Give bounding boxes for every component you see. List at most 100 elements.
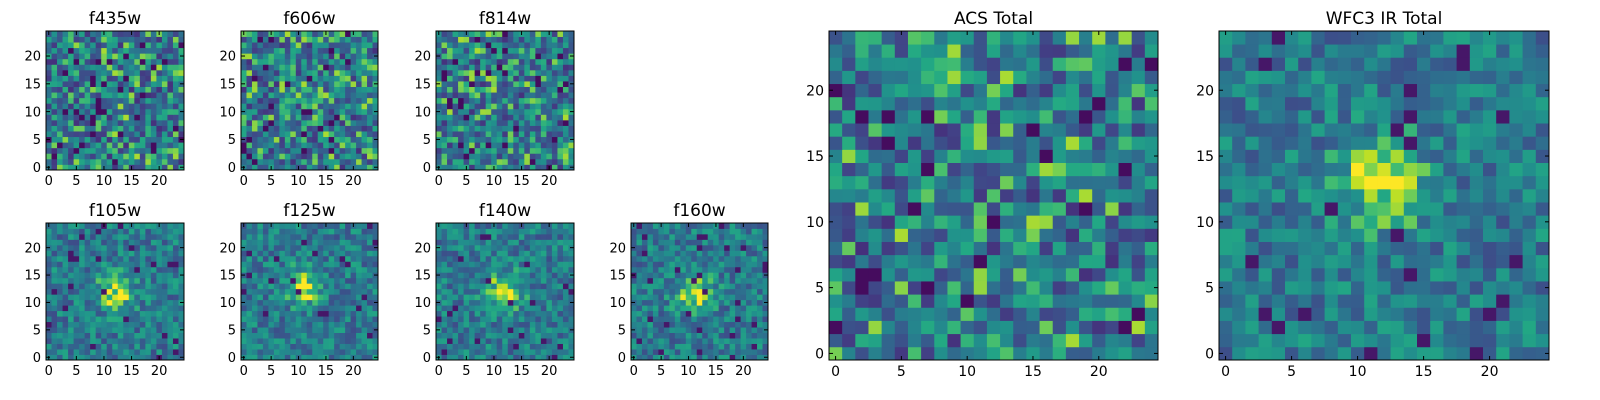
y-tick-label: 0 [618,351,626,366]
pixel-cell [84,239,91,246]
pixel-cell [134,327,141,333]
pixel-cell [62,250,69,257]
pixel-cell [161,305,168,312]
pixel-cell [480,69,487,76]
pixel-cell [312,103,319,110]
pixel-cell [441,119,448,126]
pixel-cell [894,320,909,335]
pixel-cell [907,188,922,203]
pixel-cell [268,338,275,344]
pixel-cell [257,114,264,121]
pixel-cell [757,228,763,235]
pixel-cell [84,114,91,121]
pixel-cell [339,250,346,257]
x-tick-label: 5 [72,364,80,379]
pixel-cell [1105,215,1119,229]
pixel-cell [150,69,157,76]
pixel-cell [458,158,464,165]
pixel-cell [134,164,141,171]
pixel-cell [636,338,643,344]
pixel-cell [112,327,119,333]
pixel-cell [729,327,736,333]
pixel-cell [284,305,291,312]
pixel-cell [317,75,324,82]
pixel-cell [524,81,531,87]
pixel-cell [496,223,503,229]
pixel-cell [273,131,280,138]
pixel-cell [51,321,58,328]
pixel-cell [1092,175,1106,190]
x-tick-label: 10 [96,174,113,189]
pixel-cell [161,31,168,37]
pixel-cell [631,288,637,295]
pixel-cell [762,321,769,328]
pixel-cell [1065,241,1080,256]
pixel-cell [273,250,280,257]
pixel-cell [101,103,108,110]
pixel-cell [502,272,509,279]
pixel-cell [317,321,324,328]
pixel-cell [257,283,264,290]
pixel-cell [740,310,747,317]
pixel-cell [557,277,564,284]
pixel-cell [301,97,308,104]
pixel-cell [463,310,470,317]
pixel-cell [68,277,74,284]
pixel-cell [262,108,269,115]
pixel-cell [328,81,335,87]
pixel-cell [273,338,280,344]
pixel-cell [535,349,542,355]
pixel-cell [73,299,80,306]
pixel-cell [829,215,843,229]
pixel-cell [452,305,459,312]
pixel-cell [535,255,542,262]
pixel-cell [295,305,302,312]
pixel-cell [312,108,319,115]
pixel-cell [480,228,487,235]
pixel-cell [480,158,487,165]
pixel-cell [334,294,341,301]
pixel-cell [301,288,308,295]
pixel-cell [631,343,637,350]
pixel-cell [740,349,747,355]
pixel-cell [317,42,324,49]
pixel-cell [156,244,163,251]
pixel-cell [95,255,102,262]
pixel-cell [301,136,308,143]
pixel-cell [123,277,130,284]
pixel-cell [57,92,63,99]
pixel-cell [139,261,146,268]
pixel-cell [62,86,69,93]
pixel-cell [1065,215,1080,229]
pixel-cell [452,69,459,76]
pixel-cell [724,277,731,284]
pixel-cell [295,69,302,76]
pixel-cell [295,294,302,301]
pixel-cell [117,69,124,76]
pixel-cell [469,108,476,115]
pixel-cell [458,250,464,257]
pixel-cell [134,255,141,262]
pixel-cell [491,42,498,49]
pixel-cell [323,327,330,333]
pixel-cell [262,92,269,99]
pixel-cell [268,244,275,251]
pixel-cell [1092,346,1106,361]
pixel-cell [452,42,459,49]
pixel-cell [447,131,453,138]
pixel-cell [881,346,896,361]
pixel-cell [707,294,714,301]
pixel-cell [535,299,542,306]
pixel-cell [361,58,368,65]
pixel-cell [323,86,330,93]
pixel-cell [167,114,174,121]
pixel-cell [178,69,185,76]
pixel-cell [372,64,379,71]
pixel-cell [1065,162,1080,177]
pixel-cell [95,36,102,43]
pixel-cell [1105,333,1119,348]
pixel-cell [156,103,163,110]
pixel-cell [328,354,335,361]
pixel-cell [636,299,643,306]
pixel-cell [334,310,341,317]
